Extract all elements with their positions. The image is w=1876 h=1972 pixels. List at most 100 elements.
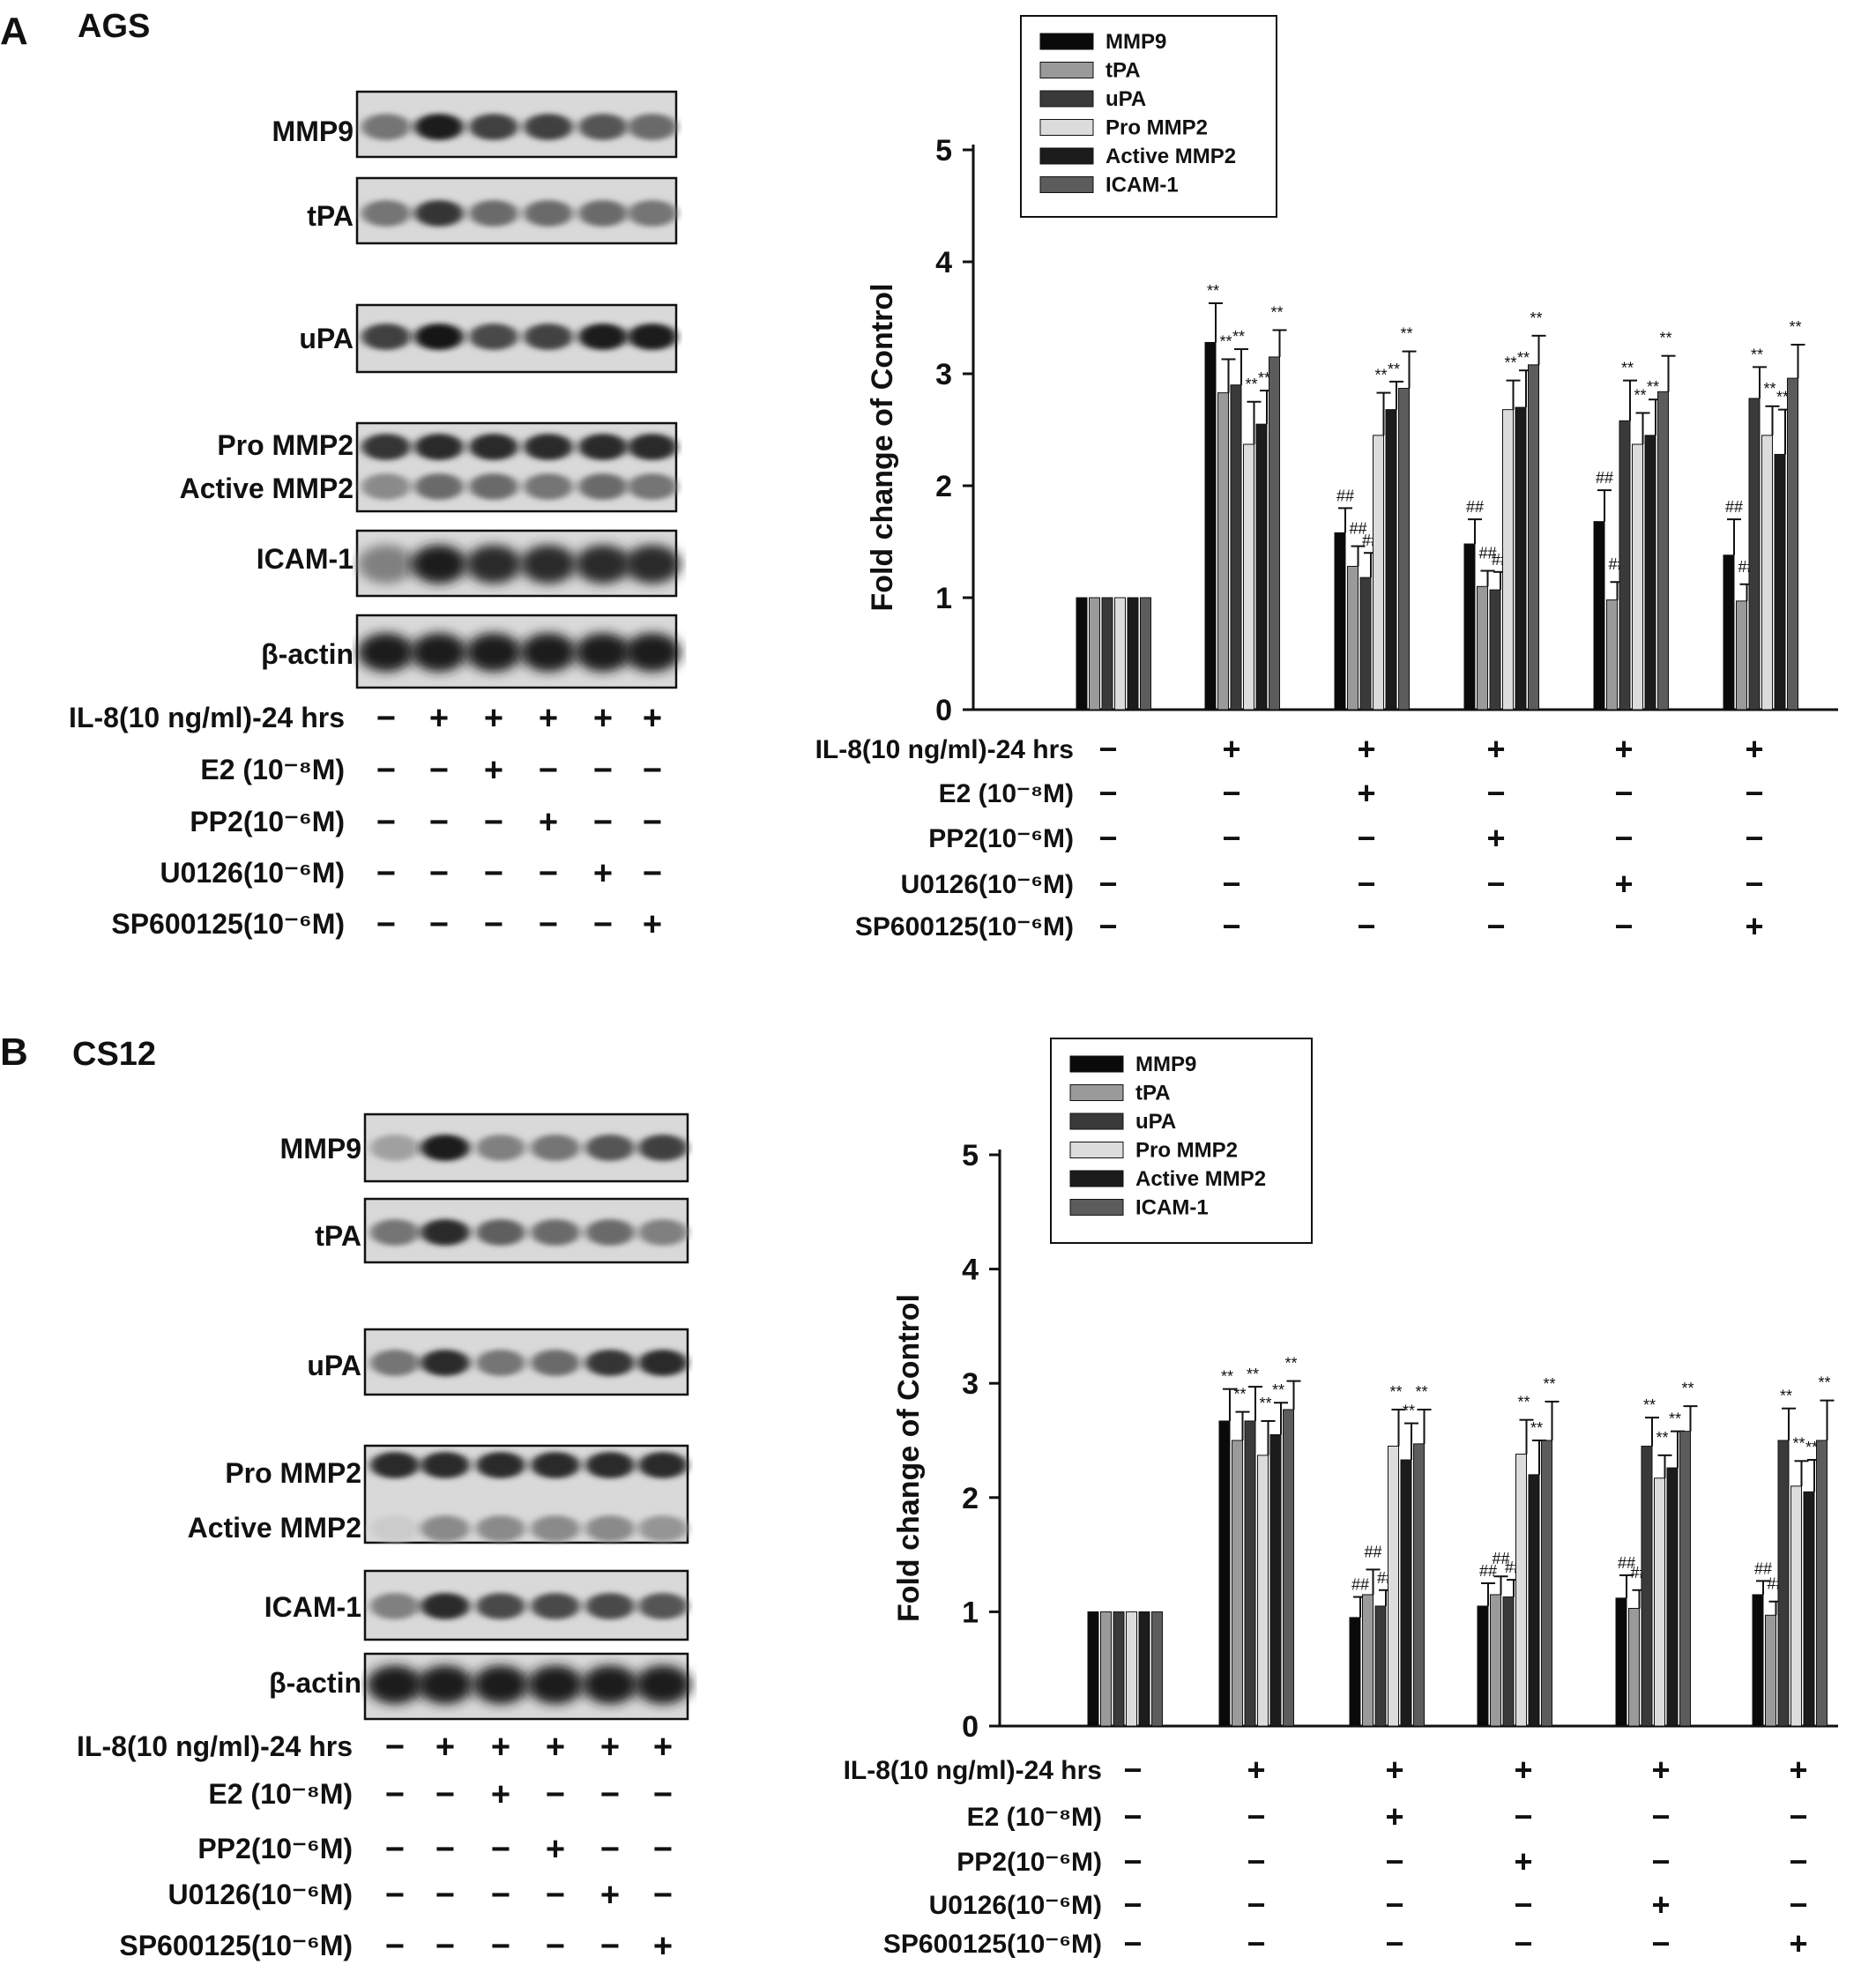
treatment-label: E2 (10⁻⁸M) <box>939 779 1074 808</box>
plus-sign: + <box>653 1729 673 1766</box>
significance-vs-control: ** <box>1403 1403 1415 1420</box>
blot-label-upa: uPA <box>299 323 354 354</box>
y-tick-label: 1 <box>962 1596 979 1629</box>
minus-sign: − <box>376 906 396 943</box>
treatment-label: E2 (10⁻⁸M) <box>200 754 345 785</box>
minus-sign: − <box>1789 1886 1807 1923</box>
blot-band <box>638 1515 688 1542</box>
minus-sign: − <box>436 1831 455 1868</box>
plus-sign: + <box>1651 1886 1670 1923</box>
bar <box>1151 1611 1163 1727</box>
blot-band <box>628 473 677 500</box>
treatment-label: PP2(10⁻⁶M) <box>197 1833 353 1864</box>
minus-sign: − <box>385 1776 405 1813</box>
blot-band <box>531 1135 580 1161</box>
bar <box>1502 409 1514 711</box>
minus-sign: − <box>1247 1925 1265 1961</box>
plus-sign: + <box>1514 1843 1532 1879</box>
blot-band <box>469 473 518 500</box>
treatment-label: PP2(10⁻⁶M) <box>957 1848 1102 1877</box>
y-tick-label: 5 <box>935 134 952 167</box>
blot-label-tpa: tPA <box>315 1220 361 1252</box>
plus-sign: + <box>643 906 662 943</box>
plus-sign: + <box>1745 731 1763 767</box>
legend-label: uPA <box>1106 87 1146 111</box>
blot-label--actin: β-actin <box>261 638 354 670</box>
blot-label-mmp9: MMP9 <box>280 1133 361 1165</box>
bar <box>1347 565 1359 711</box>
bar <box>1761 435 1773 711</box>
blot-band <box>414 473 464 500</box>
minus-sign: − <box>429 804 449 841</box>
minus-sign: − <box>1123 1925 1142 1961</box>
bar <box>1374 1605 1387 1727</box>
blot-label-pro-mmp2: Pro MMP2 <box>217 429 354 461</box>
blot-band <box>624 545 681 584</box>
legend-swatch <box>1069 1113 1124 1130</box>
bar <box>1615 1597 1627 1727</box>
blot-band <box>585 1135 635 1161</box>
significance-vs-control: ** <box>1221 1368 1233 1386</box>
bar <box>1100 1611 1112 1727</box>
minus-sign: − <box>1098 820 1117 856</box>
minus-sign: − <box>1357 820 1375 856</box>
blot-band <box>628 324 677 350</box>
blot-band <box>578 200 628 227</box>
legend-swatch <box>1069 1142 1124 1158</box>
minus-sign: − <box>1614 908 1633 944</box>
blot-band <box>469 200 518 227</box>
treatment-label: U0126(10⁻⁶M) <box>168 1879 353 1910</box>
plus-sign: + <box>546 1831 565 1868</box>
minus-sign: − <box>653 1776 673 1813</box>
minus-sign: − <box>429 855 449 892</box>
blot-band <box>575 633 631 672</box>
blot-band <box>469 324 518 350</box>
significance-vs-control: ** <box>1776 389 1789 406</box>
blot-band <box>585 1452 635 1478</box>
minus-sign: − <box>1247 1798 1265 1834</box>
legend-label: MMP9 <box>1106 30 1166 54</box>
significance-vs-control: ** <box>1388 361 1400 378</box>
blot-band <box>624 633 681 672</box>
bar <box>1666 1467 1679 1727</box>
minus-sign: − <box>643 752 662 789</box>
blot-band <box>465 545 522 584</box>
y-tick-label: 0 <box>935 694 952 727</box>
treatment-label: U0126(10⁻⁶M) <box>929 1891 1102 1920</box>
bar <box>1373 435 1384 711</box>
bar <box>1359 577 1372 711</box>
legend-label: ICAM-1 <box>1135 1196 1209 1220</box>
minus-sign: − <box>593 906 613 943</box>
bar <box>1528 364 1539 711</box>
minus-sign: − <box>653 1831 673 1868</box>
legend-label: Pro MMP2 <box>1106 116 1208 140</box>
significance-vs-il8: ## <box>1351 1576 1369 1594</box>
plus-sign: + <box>539 804 558 841</box>
blot-band <box>638 1452 688 1478</box>
treatment-label: IL-8(10 ng/ml)-24 hrs <box>77 1730 353 1762</box>
minus-sign: − <box>653 1877 673 1914</box>
minus-sign: − <box>1514 1925 1532 1961</box>
y-tick-label: 0 <box>962 1710 979 1744</box>
significance-vs-control: ** <box>1517 349 1530 367</box>
minus-sign: − <box>1123 1798 1142 1834</box>
blot-label-pro-mmp2: Pro MMP2 <box>225 1457 361 1489</box>
blot-band <box>361 473 411 500</box>
minus-sign: − <box>1385 1925 1403 1961</box>
bar <box>1723 554 1735 711</box>
plus-sign: + <box>1486 731 1505 767</box>
y-tick-label: 3 <box>962 1367 979 1401</box>
plus-sign: + <box>653 1928 673 1965</box>
blot-band <box>421 1219 470 1246</box>
minus-sign: − <box>1222 866 1240 902</box>
significance-vs-control: ** <box>1805 1439 1818 1456</box>
blot-band <box>531 1219 580 1246</box>
significance-vs-control: ** <box>1207 282 1219 300</box>
legend-swatch <box>1039 33 1094 50</box>
significance-vs-il8: ## <box>1725 498 1743 516</box>
significance-vs-il8: ## <box>1596 469 1613 487</box>
chart-a: 0 1 2 3 4 5 Fold change of Control ** ## ## ## ## **… <box>815 15 1838 944</box>
minus-sign: − <box>1745 775 1763 811</box>
blot-band <box>414 434 464 460</box>
minus-sign: − <box>484 855 503 892</box>
